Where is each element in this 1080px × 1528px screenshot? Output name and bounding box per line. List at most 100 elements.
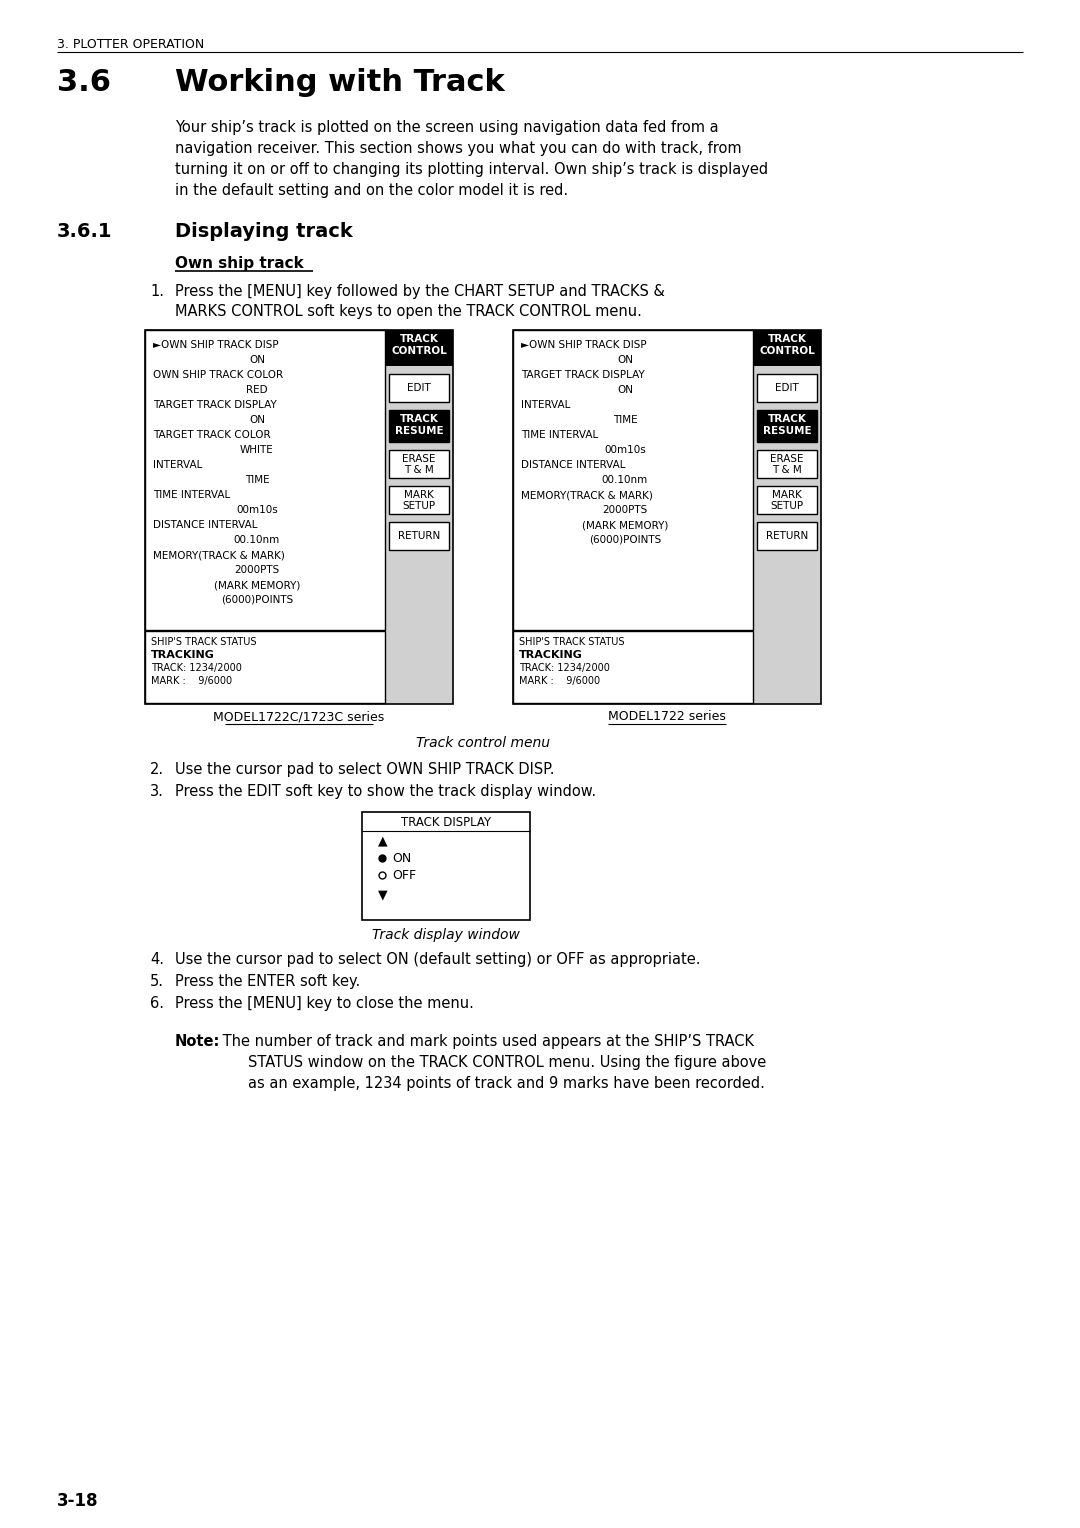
Text: ▼: ▼: [378, 888, 388, 902]
Text: Working with Track: Working with Track: [175, 69, 504, 96]
Text: MARKS CONTROL soft keys to open the TRACK CONTROL menu.: MARKS CONTROL soft keys to open the TRAC…: [175, 304, 642, 319]
Text: Track control menu: Track control menu: [416, 736, 550, 750]
Text: ▲: ▲: [378, 834, 388, 847]
Text: STATUS window on the TRACK CONTROL menu. Using the figure above: STATUS window on the TRACK CONTROL menu.…: [248, 1054, 766, 1070]
Text: MARK: MARK: [404, 490, 434, 500]
Text: Press the [MENU] key to close the menu.: Press the [MENU] key to close the menu.: [175, 996, 474, 1012]
Text: ON: ON: [249, 354, 265, 365]
Text: ON: ON: [249, 416, 265, 425]
Text: TIME: TIME: [612, 416, 637, 425]
Text: Track display window: Track display window: [373, 927, 519, 941]
Text: Use the cursor pad to select OWN SHIP TRACK DISP.: Use the cursor pad to select OWN SHIP TR…: [175, 762, 554, 778]
Text: INTERVAL: INTERVAL: [521, 400, 570, 410]
Text: RESUME: RESUME: [762, 426, 811, 435]
Text: Press the [MENU] key followed by the CHART SETUP and TRACKS &: Press the [MENU] key followed by the CHA…: [175, 284, 665, 299]
Text: 2000PTS: 2000PTS: [603, 504, 648, 515]
Text: 4.: 4.: [150, 952, 164, 967]
Text: WHITE: WHITE: [240, 445, 274, 455]
Text: 2.: 2.: [150, 762, 164, 778]
Bar: [757, 486, 816, 513]
Text: in the default setting and on the color model it is red.: in the default setting and on the color …: [175, 183, 568, 199]
Text: RED: RED: [246, 385, 268, 396]
Text: as an example, 1234 points of track and 9 marks have been recorded.: as an example, 1234 points of track and …: [248, 1076, 765, 1091]
Text: TRACK: 1234/2000: TRACK: 1234/2000: [519, 663, 610, 672]
Text: (6000)POINTS: (6000)POINTS: [589, 535, 661, 545]
Text: SHIP'S TRACK STATUS: SHIP'S TRACK STATUS: [151, 637, 257, 646]
Text: MARK :    9/6000: MARK : 9/6000: [151, 675, 232, 686]
Text: MEMORY(TRACK & MARK): MEMORY(TRACK & MARK): [521, 490, 653, 500]
Text: CONTROL: CONTROL: [391, 345, 447, 356]
Text: 2000PTS: 2000PTS: [234, 565, 280, 575]
Text: TRACK: 1234/2000: TRACK: 1234/2000: [151, 663, 242, 672]
Text: 00.10nm: 00.10nm: [234, 535, 280, 545]
Text: Use the cursor pad to select ON (default setting) or OFF as appropriate.: Use the cursor pad to select ON (default…: [175, 952, 701, 967]
Bar: [753, 330, 821, 367]
Text: TRACKING: TRACKING: [519, 649, 583, 660]
Bar: [757, 451, 816, 478]
Text: Displaying track: Displaying track: [175, 222, 353, 241]
Text: 3-18: 3-18: [57, 1491, 98, 1510]
Bar: [513, 631, 753, 703]
Text: OFF: OFF: [392, 869, 416, 882]
Text: OWN SHIP TRACK COLOR: OWN SHIP TRACK COLOR: [153, 370, 283, 380]
Bar: [389, 523, 449, 550]
Text: Own ship track: Own ship track: [175, 257, 303, 270]
Text: MEMORY(TRACK & MARK): MEMORY(TRACK & MARK): [153, 550, 285, 559]
Text: 3.6: 3.6: [57, 69, 111, 96]
Text: 3. PLOTTER OPERATION: 3. PLOTTER OPERATION: [57, 38, 204, 50]
Bar: [757, 374, 816, 402]
Text: RESUME: RESUME: [394, 426, 443, 435]
Text: SHIP'S TRACK STATUS: SHIP'S TRACK STATUS: [519, 637, 624, 646]
Text: 1.: 1.: [150, 284, 164, 299]
Bar: [384, 330, 453, 367]
Bar: [757, 523, 816, 550]
Text: TRACK: TRACK: [768, 414, 807, 423]
Bar: [145, 330, 453, 704]
Text: TRACK DISPLAY: TRACK DISPLAY: [401, 816, 491, 830]
Bar: [145, 631, 384, 703]
Text: 00m10s: 00m10s: [237, 504, 278, 515]
Bar: [757, 410, 816, 442]
Text: Press the ENTER soft key.: Press the ENTER soft key.: [175, 973, 361, 989]
Text: TRACK: TRACK: [400, 335, 438, 344]
Text: TIME INTERVAL: TIME INTERVAL: [153, 490, 230, 500]
Text: ERASE: ERASE: [402, 454, 435, 465]
Text: ON: ON: [617, 354, 633, 365]
Text: 5.: 5.: [150, 973, 164, 989]
Text: TARGET TRACK COLOR: TARGET TRACK COLOR: [153, 429, 271, 440]
Text: turning it on or off to changing its plotting interval. Own ship’s track is disp: turning it on or off to changing its plo…: [175, 162, 768, 177]
Bar: [145, 330, 384, 630]
Text: MODEL1722C/1723C series: MODEL1722C/1723C series: [214, 711, 384, 723]
Text: RETURN: RETURN: [766, 532, 808, 541]
Text: ►OWN SHIP TRACK DISP: ►OWN SHIP TRACK DISP: [521, 341, 647, 350]
Text: 6.: 6.: [150, 996, 164, 1012]
Bar: [362, 811, 530, 920]
Text: SETUP: SETUP: [770, 501, 804, 510]
Bar: [513, 330, 753, 630]
Bar: [389, 451, 449, 478]
Text: DISTANCE INTERVAL: DISTANCE INTERVAL: [153, 520, 257, 530]
Text: 00m10s: 00m10s: [604, 445, 646, 455]
Text: TRACK: TRACK: [768, 335, 807, 344]
Text: ON: ON: [392, 853, 411, 865]
Text: EDIT: EDIT: [775, 384, 799, 393]
Text: T & M: T & M: [404, 465, 434, 475]
Text: Your ship’s track is plotted on the screen using navigation data fed from a: Your ship’s track is plotted on the scre…: [175, 121, 718, 134]
Text: RETURN: RETURN: [397, 532, 441, 541]
Bar: [389, 486, 449, 513]
Text: 3.: 3.: [150, 784, 164, 799]
Text: SETUP: SETUP: [403, 501, 435, 510]
Text: ►OWN SHIP TRACK DISP: ►OWN SHIP TRACK DISP: [153, 341, 279, 350]
Bar: [389, 374, 449, 402]
Text: ERASE: ERASE: [770, 454, 804, 465]
Text: INTERVAL: INTERVAL: [153, 460, 202, 471]
Text: The number of track and mark points used appears at the SHIP’S TRACK: The number of track and mark points used…: [218, 1034, 754, 1050]
Text: TRACK: TRACK: [400, 414, 438, 423]
Text: (MARK MEMORY): (MARK MEMORY): [582, 520, 669, 530]
Text: TRACKING: TRACKING: [151, 649, 215, 660]
Text: MARK :    9/6000: MARK : 9/6000: [519, 675, 600, 686]
Text: T & M: T & M: [772, 465, 801, 475]
Text: 3.6.1: 3.6.1: [57, 222, 112, 241]
Text: (MARK MEMORY): (MARK MEMORY): [214, 581, 300, 590]
Text: TIME INTERVAL: TIME INTERVAL: [521, 429, 598, 440]
